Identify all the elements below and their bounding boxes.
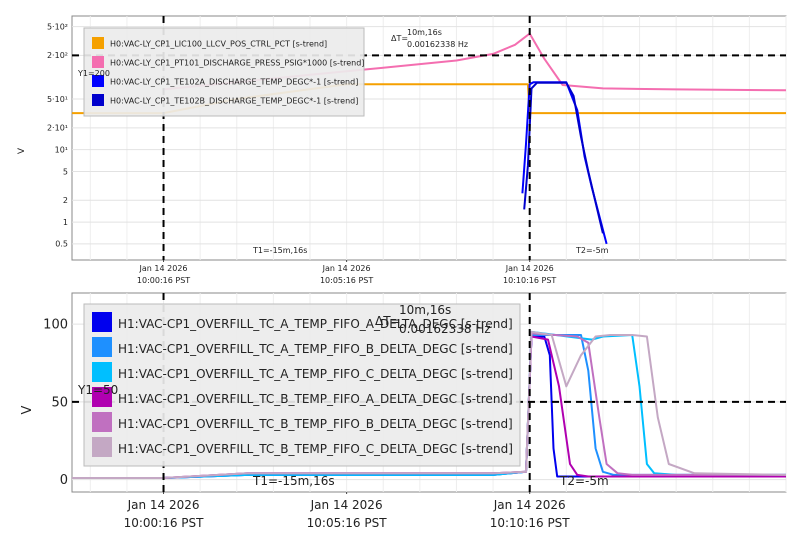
top-y1-label: Y1=200 — [77, 69, 110, 78]
x-tick-date-label: Jan 14 2026 — [127, 498, 200, 512]
legend-swatch — [92, 75, 104, 87]
legend-entry-label: H1:VAC-CP1_OVERFILL_TC_A_TEMP_FIFO_A_DEL… — [118, 317, 513, 331]
legend-swatch — [92, 412, 112, 432]
y-tick-label: 5·10² — [47, 22, 68, 31]
x-tick-time-label: 10:10:16 PST — [503, 276, 556, 285]
legend-swatch — [92, 56, 104, 68]
bottom-tick-labels: 100 50 0 Jan 14 2026 10:00:16 PST Jan 14 2026… — [43, 318, 570, 530]
legend-swatch — [92, 312, 112, 332]
y-tick-label: 1 — [63, 218, 68, 227]
bottom-series-group — [72, 330, 787, 479]
legend-entry-label: H0:VAC-LY_CP1_TE102B_DISCHARGE_TEMP_DEGC… — [110, 97, 358, 106]
series-line-6 — [72, 330, 787, 479]
legend-swatch — [92, 437, 112, 457]
x-tick-time-label: 10:00:16 PST — [124, 516, 205, 530]
bottom-t2-label: T2=-5m — [559, 474, 609, 488]
legend-entry-label: H0:VAC-LY_CP1_PT101_DISCHARGE_PRESS_PSIG… — [110, 59, 364, 68]
legend-entry-label: H1:VAC-CP1_OVERFILL_TC_B_TEMP_FIFO_C_DEL… — [118, 442, 513, 456]
bottom-legend: H1:VAC-CP1_OVERFILL_TC_A_TEMP_FIFO_A_DEL… — [83, 303, 521, 467]
top-delta-label: ΔT= — [391, 34, 408, 43]
x-tick-date-label: Jan 14 2026 — [139, 264, 188, 273]
bottom-delta-freq: 0.00162338 Hz — [399, 322, 491, 336]
legend-entry-label: H1:VAC-CP1_OVERFILL_TC_B_TEMP_FIFO_B_DEL… — [118, 417, 513, 431]
x-tick-time-label: 10:10:16 PST — [490, 516, 571, 530]
y-tick-label: 2·10² — [47, 51, 68, 60]
legend-entry-label: H1:VAC-CP1_OVERFILL_TC_A_TEMP_FIFO_C_DEL… — [118, 367, 513, 381]
legend-swatch — [92, 94, 104, 106]
top-t2-label: T2=-5m — [575, 246, 609, 255]
legend-swatch — [92, 37, 104, 49]
x-tick-date-label: Jan 14 2026 — [493, 498, 566, 512]
top-legend: H0:VAC-LY_CP1_LIC100_LLCV_POS_CTRL_PCT [… — [83, 27, 365, 117]
legend-entry-label: H1:VAC-CP1_OVERFILL_TC_A_TEMP_FIFO_B_DEL… — [118, 342, 513, 356]
legend-swatch — [92, 387, 112, 407]
x-tick-date-label: Jan 14 2026 — [505, 264, 554, 273]
top-tick-labels: 5·10² 2·10² 5·10¹ 2·10¹ 10¹ 5 2 1 0.5 Jan 14 2026… — [47, 22, 556, 285]
top-t1-label: T1=-15m,16s — [252, 246, 307, 255]
y-tick-label: 5 — [63, 167, 68, 176]
bottom-y-axis-label: V — [20, 405, 35, 414]
x-tick-date-label: Jan 14 2026 — [322, 264, 371, 273]
x-tick-time-label: 10:05:16 PST — [320, 276, 373, 285]
series-line-3 — [72, 330, 786, 479]
y-tick-label: 0.5 — [55, 240, 68, 249]
top-delta-freq: 0.00162338 Hz — [407, 40, 468, 49]
legend-entry-label: H0:VAC-LY_CP1_TE102A_DISCHARGE_TEMP_DEGC… — [110, 78, 358, 87]
legend-entry-label: H0:VAC-LY_CP1_LIC100_LLCV_POS_CTRL_PCT [… — [110, 40, 327, 49]
x-tick-date-label: Jan 14 2026 — [310, 498, 383, 512]
y-tick-label: 0 — [60, 473, 68, 488]
bottom-y1-label: Y1=50 — [77, 383, 118, 397]
y-tick-label: 50 — [51, 395, 68, 410]
legend-swatch — [92, 337, 112, 357]
y-tick-label: 2 — [63, 196, 68, 205]
x-tick-time-label: 10:05:16 PST — [307, 516, 388, 530]
y-tick-label: 10¹ — [55, 145, 68, 154]
y-tick-label: 2·10¹ — [47, 124, 68, 133]
x-tick-time-label: 10:00:16 PST — [137, 276, 190, 285]
legend-entry-label: H1:VAC-CP1_OVERFILL_TC_B_TEMP_FIFO_A_DEL… — [118, 392, 513, 406]
y-tick-label: 5·10¹ — [47, 95, 68, 104]
bottom-t1-label: T1=-15m,16s — [252, 474, 335, 488]
y-tick-label: 100 — [43, 318, 68, 333]
bottom-legend-box — [83, 303, 521, 467]
top-delta-time: 10m,16s — [407, 28, 442, 37]
bottom-delta-time: 10m,16s — [399, 303, 451, 317]
bottom-delta-label: ΔT= — [375, 314, 401, 328]
top-y-axis-label: V — [17, 147, 27, 154]
legend-swatch — [92, 362, 112, 382]
top-legend-box — [83, 27, 365, 117]
